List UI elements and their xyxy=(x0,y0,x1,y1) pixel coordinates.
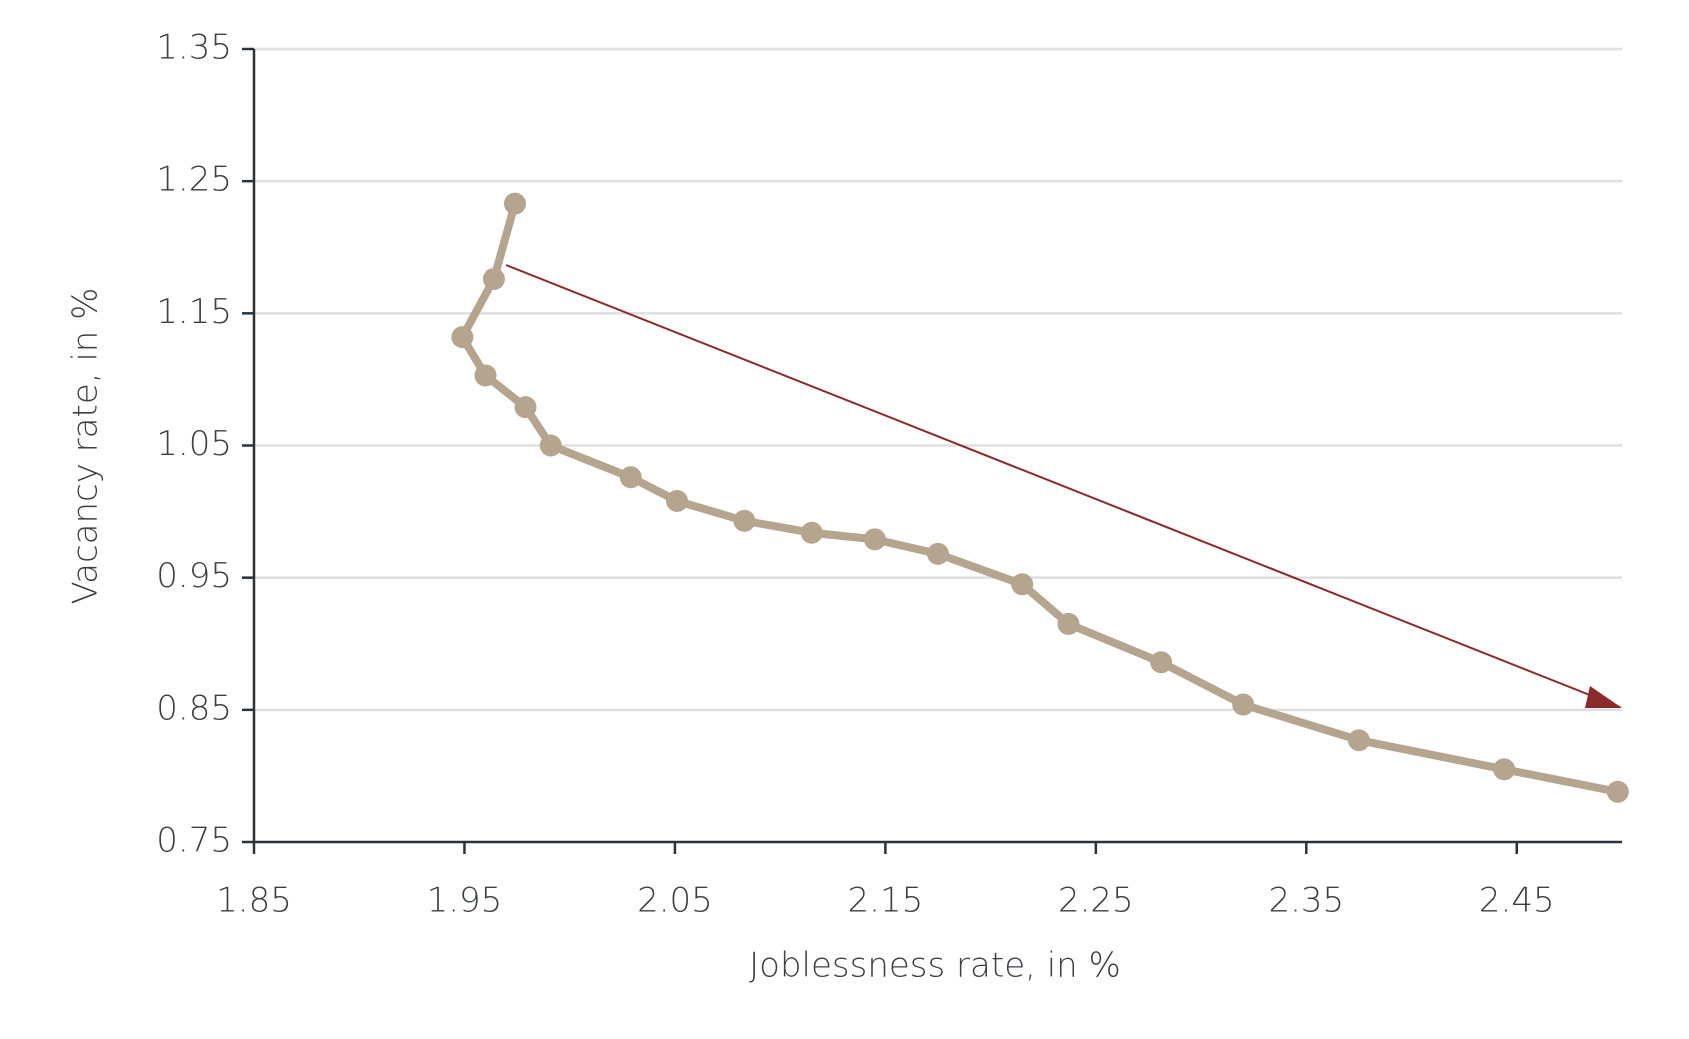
data-point xyxy=(1347,729,1370,752)
x-tick-label: 1.85 xyxy=(216,881,292,921)
data-point xyxy=(539,434,562,457)
arrow-head xyxy=(1585,686,1622,708)
y-tick-label: 0.95 xyxy=(156,556,232,596)
x-tick-label: 2.45 xyxy=(1479,881,1555,921)
series-line xyxy=(458,199,1622,796)
data-point xyxy=(927,542,949,565)
data-point xyxy=(1232,693,1255,716)
data-point xyxy=(1150,651,1173,674)
y-tick-label: 1.05 xyxy=(156,424,232,464)
data-point xyxy=(451,326,474,349)
data-point xyxy=(1493,758,1516,781)
x-tick-label: 2.35 xyxy=(1268,881,1344,921)
data-point xyxy=(800,521,823,544)
x-tick-label: 1.95 xyxy=(427,881,503,921)
y-tick-label: 1.15 xyxy=(156,292,232,332)
data-point xyxy=(503,192,526,215)
x-axis-title: Joblessness rate, in % xyxy=(749,946,1121,986)
y-tick-label: 0.75 xyxy=(156,821,232,861)
data-point xyxy=(1057,612,1080,635)
data-point xyxy=(863,528,886,551)
x-tick-label: 2.15 xyxy=(848,881,924,921)
marks xyxy=(451,192,1629,803)
x-tick-label: 2.05 xyxy=(637,881,713,921)
x-tick-label: 2.25 xyxy=(1058,881,1134,921)
data-point xyxy=(1606,780,1629,803)
y-tick-label: 1.35 xyxy=(156,28,232,68)
y-tick-label: 0.85 xyxy=(156,688,232,728)
data-point xyxy=(733,509,756,532)
grid: 0.75 0.85 0.95 1.05 1.15 1.25 1.35 1.85 1.95 2.05… xyxy=(156,28,1622,921)
data-point xyxy=(666,490,689,513)
data-point xyxy=(619,466,642,489)
y-axis-title: Vacancy rate, in % xyxy=(66,288,106,605)
y-tick-label: 1.25 xyxy=(156,160,232,200)
trend-arrow xyxy=(505,264,1621,708)
data-point xyxy=(482,267,505,290)
data-point xyxy=(514,396,537,419)
data-point xyxy=(474,364,497,387)
data-point xyxy=(1011,573,1034,596)
